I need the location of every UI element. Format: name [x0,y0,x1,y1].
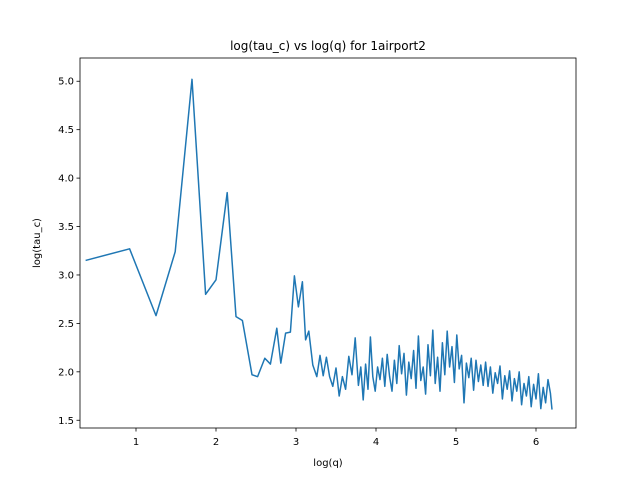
y-tick-label: 4.5 [58,125,74,136]
x-tick-label: 5 [453,437,459,448]
x-tick-label: 4 [373,437,379,448]
y-tick-label: 3.0 [58,270,74,281]
x-tick-label: 3 [293,437,299,448]
y-tick-label: 1.5 [58,416,74,427]
plot-frame [79,57,577,429]
y-tick-label: 2.0 [58,367,74,378]
chart-title: log(tau_c) vs log(q) for 1airport2 [230,39,426,53]
y-tick-label: 2.5 [58,319,74,330]
plot-area [85,78,553,410]
x-axis: 1 2 3 4 5 6 [133,428,539,448]
series-line [85,78,553,410]
y-tick-label: 3.5 [58,222,74,233]
x-tick-label: 1 [133,437,139,448]
x-tick-label: 2 [213,437,219,448]
y-tick-label: 4.0 [58,174,74,185]
x-tick-label: 6 [533,437,539,448]
y-axis-label: log(tau_c) [32,218,43,268]
y-axis: 1.5 2.0 2.5 3.0 3.5 4.0 4.5 5.0 [58,77,80,427]
x-axis-label: log(q) [313,458,342,469]
y-tick-label: 5.0 [58,77,74,88]
